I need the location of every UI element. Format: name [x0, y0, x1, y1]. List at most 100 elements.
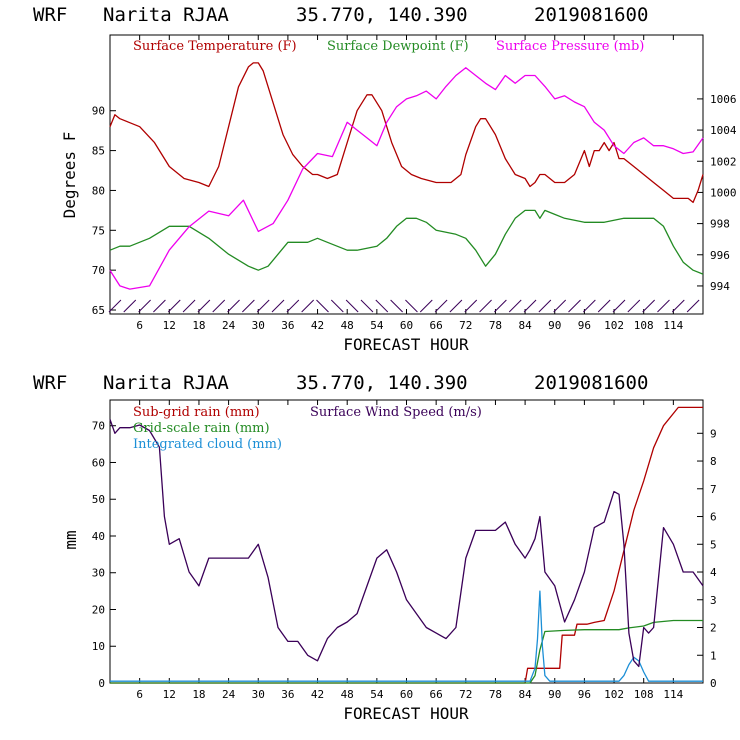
- wind-barb: [582, 299, 596, 313]
- wind-barb: [138, 299, 151, 313]
- panel1-header-coords: 35.770, 140.390: [296, 4, 468, 26]
- panel1-wind-barbs: [108, 299, 700, 313]
- wind-barb: [123, 299, 137, 313]
- x-tick-label: 36: [281, 688, 294, 701]
- legend-subgrid-rain: Sub-grid rain (mm): [133, 405, 260, 420]
- x-tick-label: 66: [430, 319, 443, 332]
- wind-barb: [419, 299, 433, 313]
- panel2-y-axis-label: mm: [61, 530, 80, 549]
- x-tick-label: 42: [311, 688, 324, 701]
- wind-barb: [657, 299, 670, 313]
- wind-barb: [316, 299, 329, 313]
- x-tick-label: 78: [489, 319, 502, 332]
- y-tick-label: 70: [92, 264, 105, 277]
- x-tick-label: 72: [459, 688, 472, 701]
- wind-barb: [153, 299, 166, 313]
- x-tick-label: 30: [252, 319, 265, 332]
- x-tick-label: 102: [604, 319, 624, 332]
- x-tick-label: 48: [341, 319, 354, 332]
- y2-tick-label: 9: [710, 427, 717, 440]
- legend-surface-dewpoint: Surface Dewpoint (F): [327, 39, 469, 54]
- wind-barb: [686, 299, 700, 313]
- panel1-header-model: WRF: [33, 4, 67, 26]
- wind-barb: [671, 299, 685, 313]
- wind-barb: [508, 299, 522, 313]
- y-tick-label: 40: [92, 530, 105, 543]
- wind-barb: [627, 299, 641, 313]
- legend-surface-temperature: Surface Temperature (F): [133, 39, 297, 54]
- series-line-surface-pressure-mb: [109, 67, 704, 290]
- wind-barb: [108, 299, 122, 313]
- y-tick-label: 90: [92, 105, 105, 118]
- wind-barb: [538, 299, 552, 313]
- wind-barb: [271, 299, 285, 313]
- panel2-x-axis-label: FORECAST HOUR: [343, 704, 469, 723]
- x-tick-label: 84: [518, 688, 532, 701]
- y2-tick-label: 5: [710, 538, 717, 551]
- x-tick-label: 18: [192, 688, 205, 701]
- wind-barb: [345, 299, 359, 313]
- wind-barb: [197, 299, 211, 313]
- x-tick-label: 108: [634, 319, 654, 332]
- y2-tick-label: 1006: [710, 93, 737, 106]
- x-tick-label: 6: [136, 688, 143, 701]
- wind-barb: [286, 299, 300, 313]
- wind-barb: [301, 299, 315, 313]
- x-tick-label: 60: [400, 688, 413, 701]
- wind-barb: [360, 299, 374, 313]
- x-tick-label: 96: [578, 688, 591, 701]
- wind-barb: [597, 299, 611, 313]
- y2-tick-label: 7: [710, 483, 717, 496]
- x-tick-label: 18: [192, 319, 205, 332]
- series-line-integrated-cloud-mm: [110, 590, 703, 682]
- x-tick-label: 114: [663, 688, 683, 701]
- panel1-plot-frame: [109, 34, 704, 315]
- y-tick-label: 85: [92, 145, 105, 158]
- wind-barb: [494, 299, 507, 313]
- series-line-surface-wind-speed-m-s: [109, 419, 704, 668]
- y2-tick-label: 994: [710, 280, 730, 293]
- x-tick-label: 54: [370, 688, 384, 701]
- series-line-sub-grid-rain-mm: [110, 406, 703, 684]
- x-tick-label: 90: [548, 688, 561, 701]
- x-tick-label: 24: [222, 319, 236, 332]
- y2-tick-label: 3: [710, 594, 717, 607]
- y2-tick-label: 1000: [710, 186, 737, 199]
- y2-tick-label: 6: [710, 511, 717, 524]
- wind-barb: [330, 299, 344, 313]
- panel2-series: [109, 406, 704, 684]
- panel1-y-axis-label: Degrees F: [60, 132, 79, 219]
- x-tick-label: 66: [430, 688, 443, 701]
- x-tick-label: 84: [518, 319, 532, 332]
- wind-barb: [612, 299, 626, 313]
- y2-tick-label: 998: [710, 218, 730, 231]
- panel1-y-ticks: 65 70 75 80 85 90: [92, 105, 116, 317]
- x-tick-label: 48: [341, 688, 354, 701]
- wind-barb: [642, 299, 655, 313]
- wind-barb: [479, 299, 492, 313]
- panel2-header-init: 2019081600: [534, 372, 648, 394]
- y-tick-label: 20: [92, 603, 105, 616]
- series-line-surface-temperature-f: [109, 62, 704, 204]
- wind-barb: [242, 299, 255, 313]
- y-tick-label: 10: [92, 640, 105, 653]
- x-tick-label: 30: [252, 688, 265, 701]
- wind-barb: [434, 299, 448, 313]
- wind-barb: [568, 299, 581, 313]
- y-tick-label: 75: [92, 224, 105, 237]
- x-tick-label: 60: [400, 319, 413, 332]
- y-tick-label: 0: [98, 677, 105, 690]
- wind-barb: [523, 299, 537, 313]
- y-tick-label: 60: [92, 456, 105, 469]
- y2-tick-label: 2: [710, 622, 717, 635]
- y2-tick-label: 8: [710, 455, 717, 468]
- x-tick-label: 12: [163, 319, 176, 332]
- panel1-y2-ticks: 994 996 998 1000 1002 1004 1006: [697, 93, 737, 293]
- x-tick-label: 24: [222, 688, 236, 701]
- panel2-header-coords: 35.770, 140.390: [296, 372, 468, 394]
- y-tick-label: 30: [92, 567, 105, 580]
- wind-barb: [375, 299, 389, 313]
- x-tick-label: 78: [489, 688, 502, 701]
- legend-integrated-cloud: Integrated cloud (mm): [133, 437, 282, 452]
- panel1-series: [109, 62, 704, 290]
